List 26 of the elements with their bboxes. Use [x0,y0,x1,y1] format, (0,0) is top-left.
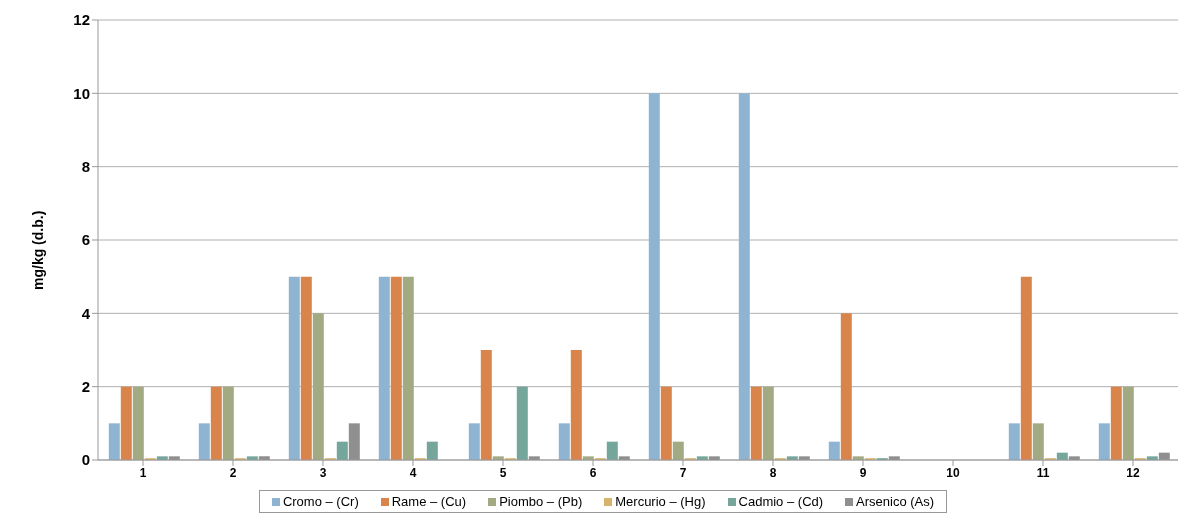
legend-label: Mercurio – (Hg) [614,494,706,509]
y-axis-title: mg/kg (d.b.) [29,210,46,290]
y-tick-label: 2 [81,377,90,395]
x-tick-label: 4 [409,465,417,480]
x-tick-label: 7 [679,465,687,480]
y-tick-label: 4 [81,304,91,322]
x-tick-label: 10 [946,465,960,480]
legend-label: Rame – (Cu) [390,494,467,509]
x-tick-label: 8 [769,465,777,480]
y-tick-label: 12 [73,11,90,29]
x-tick-label: 3 [319,465,327,480]
x-tick-label: 2 [229,465,237,480]
y-tick-label: 8 [81,157,90,175]
y-tick-label: 6 [81,231,90,249]
x-tick-label: 12 [1126,465,1140,480]
legend-label: Piombo – (Pb) [498,494,583,509]
y-tick-label: 10 [73,84,90,102]
x-tick-label: 9 [859,465,867,480]
x-tick-label: 6 [589,465,597,480]
x-tick-label: 11 [1036,465,1050,480]
x-tick-label: 5 [499,465,507,480]
y-tick-label: 0 [81,451,90,469]
legend-label: Cadmio – (Cd) [737,494,824,509]
legend-label: Cromo – (Cr) [281,494,359,509]
legend-label: Arsenico (As) [855,494,935,509]
x-tick-label: 1 [139,465,147,480]
